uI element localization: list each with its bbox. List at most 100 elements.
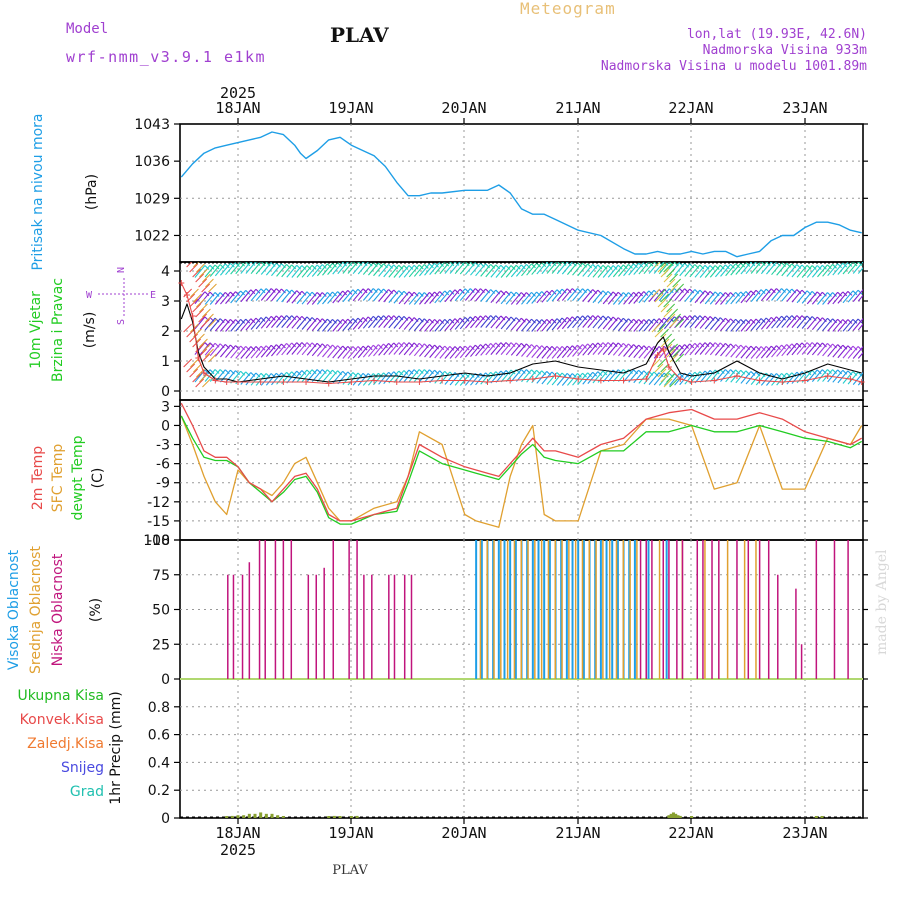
wind-barb: [669, 308, 679, 318]
wind-barb: [459, 262, 465, 266]
wind-barb: [561, 346, 567, 351]
wind-barb: [817, 292, 828, 305]
wind-barb: [679, 344, 684, 350]
wind-barb: [526, 369, 538, 383]
wind-barb: [657, 262, 659, 263]
wind-barb: [240, 346, 252, 359]
wind-barb: [546, 289, 558, 303]
pressure-axis-label: Pritisak na nivou mora: [30, 113, 46, 270]
panel-frame-pressure: [179, 123, 864, 263]
wind-barb: [526, 344, 538, 358]
wind-barb: [245, 317, 257, 331]
wind-axis-label: 10m Vjetar: [28, 291, 44, 369]
precip-bar: [281, 816, 285, 818]
wind-barb: [250, 288, 262, 302]
panel-frame-temperature: [179, 399, 864, 541]
wind-barb: [225, 291, 236, 304]
wind-barb: [505, 291, 517, 305]
wind-barb: [663, 288, 675, 301]
wind-barb: [806, 342, 818, 355]
station-title: PLAV: [330, 23, 389, 47]
wind-barb: [286, 264, 298, 278]
wind-barb: [704, 316, 716, 330]
wind-barb: [750, 318, 762, 331]
y-tick-label: 0.6: [148, 728, 170, 744]
wind-barb: [567, 288, 578, 301]
wind-barb: [408, 264, 420, 278]
wind-barb: [403, 370, 409, 375]
wind-barb: [526, 264, 531, 269]
wind-barb: [837, 318, 843, 324]
wind-barb: [725, 263, 737, 277]
wind-barb: [235, 290, 247, 303]
wind-barb: [326, 318, 332, 324]
wind-barb: [286, 290, 298, 303]
precip-bar: [814, 816, 818, 818]
wind-barb: [183, 262, 185, 263]
year-top: 2025: [220, 84, 256, 102]
wind-barb: [271, 263, 282, 277]
wind-barb: [201, 318, 210, 328]
wind-barb: [413, 343, 425, 357]
wind-barb: [322, 262, 333, 276]
wind-barb: [689, 264, 701, 278]
wind-barb: [531, 291, 543, 304]
wind-barb: [291, 315, 297, 320]
wind-barb: [510, 342, 516, 347]
wind-barb: [694, 315, 706, 329]
wind-barb: [357, 288, 369, 301]
wind-barb: [643, 262, 655, 275]
wind-barb: [388, 342, 400, 355]
wind-barb: [423, 369, 429, 374]
compass-letter: E: [150, 290, 156, 301]
wind-barb: [714, 264, 726, 278]
wind-barb: [827, 318, 839, 332]
wind-barb: [408, 265, 414, 270]
wind-barb: [745, 262, 751, 267]
compass-letter: W: [86, 290, 93, 301]
wind-barb: [842, 290, 854, 304]
wind-barb: [480, 344, 485, 349]
wind-barb: [342, 262, 354, 274]
wind-barb: [653, 346, 665, 359]
wind-barb: [186, 262, 193, 268]
wind-barb: [520, 264, 526, 270]
wind-barb: [597, 315, 603, 321]
wind-barb: [515, 264, 527, 277]
wind-barb: [821, 291, 827, 297]
wind-barb: [719, 369, 725, 375]
wind-barb: [189, 263, 198, 273]
wind-barb: [643, 319, 649, 324]
wind-barb: [653, 346, 659, 351]
wind-barb: [755, 346, 767, 359]
wind-barb: [607, 342, 613, 347]
wind-barb: [868, 318, 872, 322]
wind-barb: [464, 345, 470, 351]
wind-barb: [198, 313, 207, 323]
wind-barb: [842, 371, 854, 384]
compass-letter: N: [116, 267, 127, 273]
wind-barb: [250, 346, 256, 351]
wind-barb: [214, 292, 220, 297]
wind-barb: [209, 369, 215, 375]
wind-barb: [270, 288, 276, 293]
wind-barb: [837, 263, 843, 269]
wind-barb: [633, 318, 638, 324]
wind-barb: [714, 343, 726, 356]
wind-barb: [730, 263, 735, 269]
wind-barb: [607, 291, 619, 305]
wind-barb: [684, 315, 696, 328]
wind-barb: [541, 262, 553, 275]
wind-barb: [587, 315, 599, 328]
wind-barb: [311, 291, 317, 297]
wind-barb: [194, 316, 206, 330]
wind-barb: [811, 291, 823, 305]
wind-barb: [245, 345, 251, 351]
wind-barb: [434, 290, 446, 304]
wind-barb: [352, 346, 358, 351]
y-tick-label: 1043: [134, 117, 170, 133]
wind-barb: [771, 344, 782, 358]
wind-barb: [531, 291, 536, 297]
wind-barb: [556, 288, 568, 302]
wind-barb: [260, 372, 266, 378]
